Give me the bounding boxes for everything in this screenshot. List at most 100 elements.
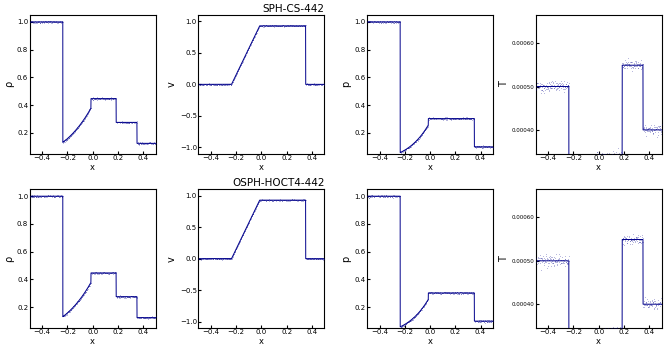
Point — [592, 325, 603, 331]
Point — [219, 82, 230, 88]
Point — [125, 293, 136, 298]
Point — [228, 79, 238, 84]
Point — [442, 115, 452, 121]
Point — [272, 197, 283, 203]
Point — [316, 82, 326, 87]
Point — [384, 193, 394, 199]
Point — [601, 157, 611, 163]
Point — [55, 193, 66, 199]
Point — [101, 95, 112, 100]
Point — [193, 256, 204, 261]
Point — [406, 142, 417, 148]
Point — [218, 256, 228, 261]
Point — [574, 188, 585, 193]
Point — [55, 19, 66, 24]
Point — [195, 257, 206, 262]
Point — [400, 146, 411, 152]
Point — [601, 152, 612, 158]
Point — [547, 85, 557, 91]
Point — [47, 193, 57, 199]
Point — [435, 115, 446, 121]
Point — [546, 260, 557, 265]
Point — [113, 294, 124, 299]
Point — [122, 294, 133, 300]
Point — [222, 256, 232, 261]
Point — [434, 290, 445, 295]
Point — [317, 256, 328, 261]
Point — [452, 116, 463, 122]
Point — [105, 271, 115, 276]
Point — [201, 82, 212, 88]
Point — [566, 200, 577, 205]
Point — [568, 196, 579, 202]
Point — [220, 82, 231, 88]
Point — [230, 73, 241, 78]
Point — [636, 57, 647, 63]
Point — [258, 24, 268, 30]
Point — [53, 194, 64, 200]
Point — [571, 188, 582, 194]
Point — [584, 341, 595, 346]
Point — [35, 194, 46, 199]
Point — [631, 234, 641, 240]
Point — [393, 194, 404, 199]
Point — [624, 234, 635, 240]
Point — [598, 151, 609, 157]
Point — [372, 193, 383, 198]
Point — [653, 301, 664, 306]
Point — [480, 318, 490, 324]
Point — [276, 24, 287, 29]
Point — [199, 256, 210, 261]
Point — [446, 117, 457, 122]
Point — [426, 289, 436, 295]
Point — [225, 257, 236, 262]
Point — [296, 23, 306, 28]
Point — [27, 19, 38, 25]
Point — [451, 289, 462, 295]
Point — [374, 194, 384, 199]
Point — [458, 290, 468, 296]
Point — [398, 323, 409, 328]
Point — [616, 155, 627, 160]
Point — [296, 198, 306, 204]
Point — [99, 96, 110, 101]
Point — [65, 133, 75, 138]
Point — [246, 213, 257, 219]
Point — [550, 87, 561, 93]
Point — [278, 197, 288, 203]
Point — [132, 140, 143, 146]
Point — [488, 318, 498, 324]
Point — [414, 309, 425, 315]
Point — [261, 198, 272, 204]
Point — [46, 194, 57, 199]
Point — [307, 256, 318, 261]
Point — [29, 194, 40, 199]
Point — [369, 19, 380, 25]
Point — [93, 271, 103, 276]
Point — [249, 208, 260, 214]
Point — [649, 304, 660, 309]
Point — [637, 61, 648, 67]
Point — [463, 116, 474, 121]
Point — [619, 235, 630, 240]
Point — [308, 256, 319, 261]
Point — [458, 116, 469, 121]
Point — [472, 318, 482, 324]
Point — [134, 141, 145, 146]
Point — [400, 321, 411, 327]
Point — [383, 19, 394, 24]
Point — [370, 194, 381, 199]
Point — [595, 326, 605, 332]
Point — [112, 294, 123, 300]
Point — [105, 270, 116, 275]
Point — [134, 315, 145, 320]
Point — [34, 20, 45, 25]
Point — [316, 256, 326, 262]
Point — [654, 123, 665, 128]
Point — [61, 137, 72, 143]
Text: SPH-CS-442: SPH-CS-442 — [262, 4, 324, 14]
Point — [141, 141, 151, 146]
Point — [378, 194, 388, 199]
Point — [418, 131, 428, 136]
Point — [448, 291, 458, 297]
